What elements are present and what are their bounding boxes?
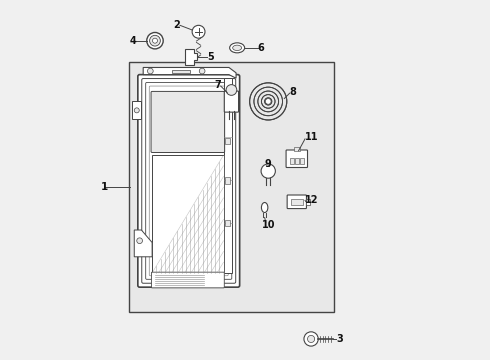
Text: 10: 10 <box>262 220 275 230</box>
Bar <box>152 155 223 273</box>
Text: 12: 12 <box>305 195 318 204</box>
Circle shape <box>147 32 163 49</box>
Text: 3: 3 <box>336 334 343 344</box>
FancyBboxPatch shape <box>286 150 308 167</box>
FancyBboxPatch shape <box>224 91 239 112</box>
Ellipse shape <box>262 203 268 212</box>
FancyBboxPatch shape <box>287 195 306 208</box>
Bar <box>225 138 230 144</box>
Bar <box>294 158 299 164</box>
Circle shape <box>199 68 205 74</box>
Bar <box>223 78 232 273</box>
Circle shape <box>226 85 237 95</box>
Text: 2: 2 <box>173 19 180 30</box>
Circle shape <box>192 25 205 38</box>
Bar <box>290 158 294 164</box>
Circle shape <box>308 336 315 342</box>
Bar <box>294 147 300 151</box>
Text: 9: 9 <box>265 159 271 169</box>
Bar <box>129 62 334 312</box>
Polygon shape <box>132 102 142 119</box>
Text: 7: 7 <box>215 80 221 90</box>
Polygon shape <box>143 67 236 78</box>
Polygon shape <box>185 49 197 64</box>
Text: 11: 11 <box>305 132 318 142</box>
Bar <box>306 199 310 205</box>
Circle shape <box>261 164 275 178</box>
Ellipse shape <box>233 45 242 50</box>
Text: 4: 4 <box>130 36 137 46</box>
Bar <box>300 158 304 164</box>
Text: 8: 8 <box>290 87 296 98</box>
Bar <box>172 70 190 73</box>
Bar <box>291 199 302 205</box>
Polygon shape <box>134 230 152 257</box>
Text: 6: 6 <box>258 43 264 53</box>
Ellipse shape <box>230 43 245 53</box>
Circle shape <box>266 99 271 104</box>
Circle shape <box>304 332 318 346</box>
FancyBboxPatch shape <box>138 75 240 287</box>
Bar <box>225 220 230 226</box>
Circle shape <box>152 38 157 43</box>
Circle shape <box>134 108 139 113</box>
Bar <box>225 177 230 184</box>
Text: 5: 5 <box>207 52 214 62</box>
Circle shape <box>137 238 143 244</box>
Circle shape <box>249 83 287 120</box>
FancyBboxPatch shape <box>151 272 224 288</box>
Circle shape <box>149 35 160 46</box>
Text: 1: 1 <box>100 182 108 192</box>
FancyBboxPatch shape <box>151 91 224 153</box>
Circle shape <box>147 68 153 74</box>
